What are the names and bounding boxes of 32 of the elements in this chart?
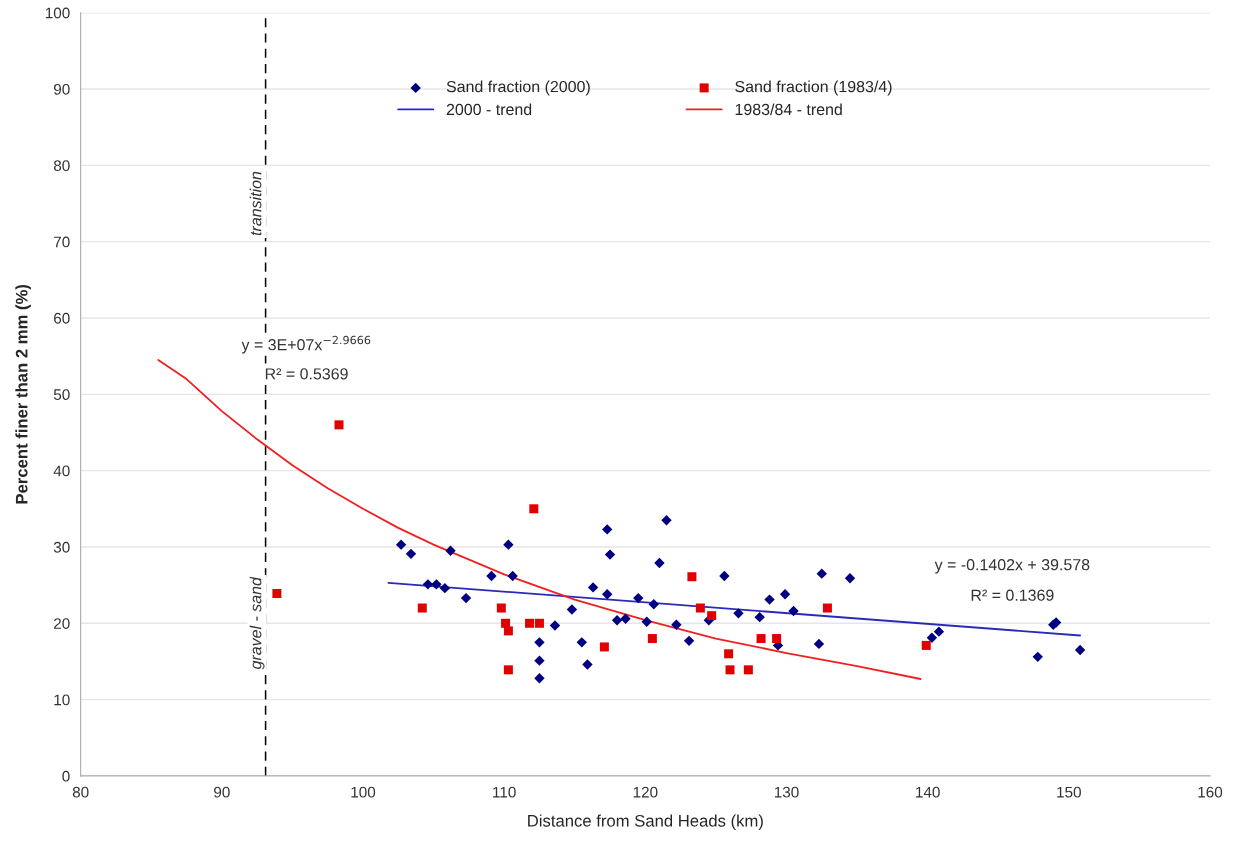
y-tick-label: 70 xyxy=(54,236,70,248)
annotation: y = 3E+07x$^{−2.9666}$ xyxy=(241,335,371,354)
x-tick-label: 140 xyxy=(916,786,940,798)
legend-label: 2000 - trend xyxy=(446,103,532,116)
y-tick-label: 80 xyxy=(53,160,70,172)
x-tick-label: 150 xyxy=(1057,786,1081,798)
y-tick-label: 30 xyxy=(53,541,70,553)
y-tick-label: 90 xyxy=(53,83,70,95)
legend-label: Sand fraction (1983/4) xyxy=(735,80,892,96)
annotation: R² = 0.5369 xyxy=(265,368,348,380)
y-axis-title: Percent finer than 2 mm (%) xyxy=(15,284,31,504)
y-tick-label: 20 xyxy=(54,618,70,629)
x-tick-label: 100 xyxy=(351,786,376,798)
x-tick-label: 160 xyxy=(1198,786,1223,798)
legend-label: Sand fraction (2000) xyxy=(446,80,590,96)
y-tick-label: 40 xyxy=(53,465,70,477)
x-axis-title: Distance from Sand Heads (km) xyxy=(528,814,763,830)
x-tick-label: 110 xyxy=(493,786,516,798)
x-tick-label: 130 xyxy=(774,786,799,798)
x-tick-label: 90 xyxy=(214,786,230,798)
y-tick-label: 60 xyxy=(54,312,70,324)
legend-label: 1983/84 - trend xyxy=(735,103,842,116)
annotation: R² = 0.1369 xyxy=(971,589,1054,601)
x-tick-label: 80 xyxy=(72,786,89,798)
annotation: transition xyxy=(249,171,262,236)
x-tick-label: 120 xyxy=(633,786,658,798)
y-tick-label: 50 xyxy=(53,389,70,401)
y-tick-label: 100 xyxy=(45,7,70,19)
annotation: gravel - sand xyxy=(249,576,265,670)
y-tick-label: 10 xyxy=(54,694,70,706)
y-tick-label: 0 xyxy=(62,770,70,782)
annotation: y = -0.1402x + 39.578 xyxy=(934,559,1090,574)
